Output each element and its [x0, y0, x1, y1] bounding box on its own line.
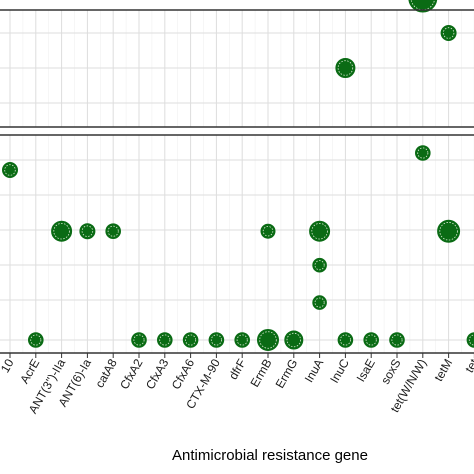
data-point-circle — [284, 330, 304, 350]
x-tick-label: ErmG — [273, 357, 301, 391]
data-point — [309, 220, 331, 242]
data-point — [182, 332, 199, 348]
data-point-ring — [417, 147, 429, 159]
data-point-circle — [466, 332, 474, 348]
data-point — [466, 332, 474, 348]
x-tick-label: catA8 — [92, 356, 120, 390]
data-point-ring — [53, 222, 70, 240]
x-tick-label: InuA — [302, 357, 326, 385]
data-point-ring — [314, 260, 325, 271]
x-tick-label: 10 — [0, 356, 17, 375]
data-point-ring — [442, 27, 455, 39]
upper-panel-border — [0, 9, 474, 128]
data-point-ring — [259, 331, 277, 349]
x-axis-title: Antimicrobial resistance gene — [172, 447, 368, 464]
data-point — [284, 330, 304, 350]
data-point — [105, 223, 121, 239]
data-point-ring — [365, 334, 377, 346]
data-point-ring — [81, 225, 94, 237]
data-point — [51, 220, 73, 242]
upper-grid — [0, 10, 474, 127]
data-point-ring — [4, 164, 16, 176]
data-point-circle — [408, 0, 438, 13]
data-point — [440, 25, 457, 41]
data-point-ring — [159, 334, 171, 346]
x-tick-label: AcrE — [17, 357, 42, 387]
x-axis-ticks — [9, 353, 474, 358]
lower-grid — [0, 135, 474, 353]
x-tick-label: CfxA3 — [143, 356, 172, 392]
data-point — [415, 145, 431, 161]
x-axis-tick-labels: 10 AcrEANT(3'')-IIaANT(6)-IacatA8CfxA2Cfx… — [0, 356, 474, 416]
data-point-ring — [468, 334, 474, 346]
data-point-circle — [51, 220, 73, 242]
data-point — [437, 219, 461, 243]
x-tick-label: dfrF — [226, 357, 249, 382]
data-point — [257, 329, 279, 351]
data-point — [337, 332, 354, 348]
data-point-ring — [311, 222, 328, 240]
data-point-circle — [257, 329, 279, 351]
data-point-circle — [437, 219, 461, 243]
data-point-ring — [314, 297, 325, 308]
data-point — [157, 332, 173, 348]
data-point-ring — [133, 334, 145, 346]
x-tick-label: InuC — [327, 356, 352, 385]
x-tick-label: tetM — [431, 357, 455, 384]
lower-panel — [0, 134, 474, 354]
data-point-circle — [309, 220, 331, 242]
upper-panel — [0, 0, 474, 128]
data-point-ring — [236, 334, 248, 346]
x-tick-label: ErmB — [247, 357, 274, 390]
data-point-ring — [339, 334, 351, 346]
data-point — [363, 332, 380, 348]
x-tick-label: soxS — [378, 357, 403, 387]
data-point — [79, 223, 96, 240]
data-point — [2, 162, 18, 178]
lower-points — [2, 145, 474, 351]
data-point — [208, 332, 225, 348]
data-point-circle — [335, 58, 356, 78]
data-point-ring — [30, 334, 42, 346]
data-point-ring — [262, 225, 274, 237]
data-point — [312, 257, 327, 273]
data-point-ring — [286, 332, 302, 348]
data-point — [28, 332, 44, 348]
lower-panel-border — [0, 134, 474, 354]
data-point-ring — [391, 334, 403, 346]
data-point — [389, 332, 405, 348]
data-point — [312, 295, 327, 310]
data-point — [131, 332, 147, 348]
data-point — [260, 223, 276, 239]
data-point-ring — [337, 60, 354, 76]
x-tick-label: IsaE — [354, 357, 378, 385]
data-point — [234, 332, 250, 348]
data-point-ring — [210, 334, 222, 346]
x-tick-label: tet — [462, 356, 474, 375]
data-point-ring — [439, 221, 458, 241]
data-point — [335, 58, 356, 78]
upper-points — [335, 0, 457, 78]
x-tick-label: CfxA2 — [117, 356, 146, 392]
data-point-ring — [185, 334, 197, 346]
data-point-ring — [107, 225, 119, 237]
